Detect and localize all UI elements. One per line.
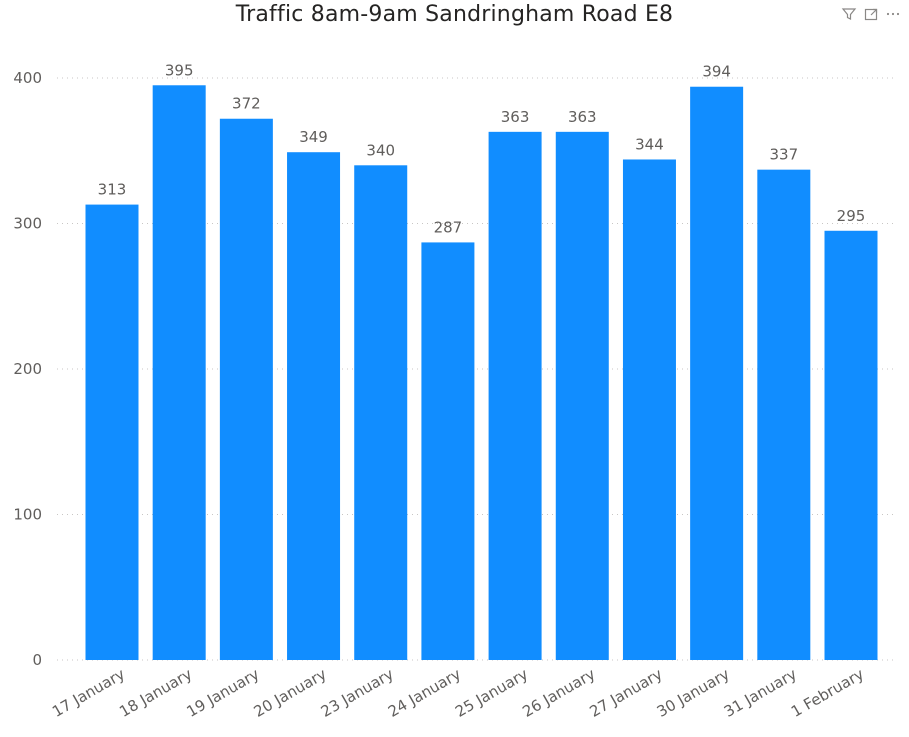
data-label: 363: [568, 108, 597, 126]
bar[interactable]: [690, 86, 744, 661]
bar[interactable]: [757, 169, 811, 661]
bar[interactable]: [85, 204, 139, 660]
y-tick-label: 400: [13, 69, 42, 87]
y-tick-label: 300: [13, 215, 42, 233]
data-label: 349: [299, 128, 328, 146]
x-tick-label: 30 January: [654, 665, 733, 721]
bar[interactable]: [622, 159, 676, 661]
x-tick-label: 23 January: [318, 665, 397, 721]
data-label: 344: [635, 135, 664, 153]
bar[interactable]: [555, 131, 609, 660]
visual-header: [841, 6, 901, 22]
filter-icon[interactable]: [841, 6, 857, 22]
data-label: 394: [702, 63, 731, 81]
focus-mode-icon[interactable]: [863, 6, 879, 22]
x-tick-label: 1 February: [788, 665, 867, 721]
x-tick-label: 31 January: [721, 665, 800, 721]
bar[interactable]: [824, 230, 878, 660]
data-label: 363: [501, 108, 530, 126]
bars: [85, 85, 878, 661]
y-axis: 0 100 200 300 400: [13, 69, 42, 669]
data-label: 337: [769, 146, 798, 164]
y-tick-label: 100: [13, 506, 42, 524]
bar[interactable]: [152, 85, 206, 660]
more-options-icon[interactable]: [885, 6, 901, 22]
bar[interactable]: [287, 152, 341, 660]
data-label: 372: [232, 95, 261, 113]
data-label: 340: [366, 141, 395, 159]
x-tick-label: 24 January: [385, 665, 464, 721]
y-tick-label: 0: [32, 651, 42, 669]
data-label: 313: [98, 181, 127, 199]
x-tick-label: 18 January: [116, 665, 195, 721]
x-tick-label: 27 January: [587, 665, 666, 721]
chart-title: Traffic 8am-9am Sandringham Road E8: [235, 2, 674, 27]
bar[interactable]: [488, 131, 542, 660]
y-tick-label: 200: [13, 360, 42, 378]
bar[interactable]: [421, 242, 475, 661]
bar[interactable]: [219, 118, 273, 661]
data-label: 295: [837, 207, 866, 225]
x-tick-label: 20 January: [251, 665, 330, 721]
x-tick-label: 25 January: [452, 665, 531, 721]
bar[interactable]: [354, 165, 408, 661]
x-tick-label: 19 January: [183, 665, 262, 721]
data-label: 395: [165, 61, 194, 79]
data-labels: 313 395 372 349 340 287 363 363 344 394 337 295: [98, 61, 866, 236]
data-label: 287: [434, 218, 463, 236]
x-tick-label: 26 January: [519, 665, 598, 721]
x-tick-label: 17 January: [49, 665, 128, 721]
